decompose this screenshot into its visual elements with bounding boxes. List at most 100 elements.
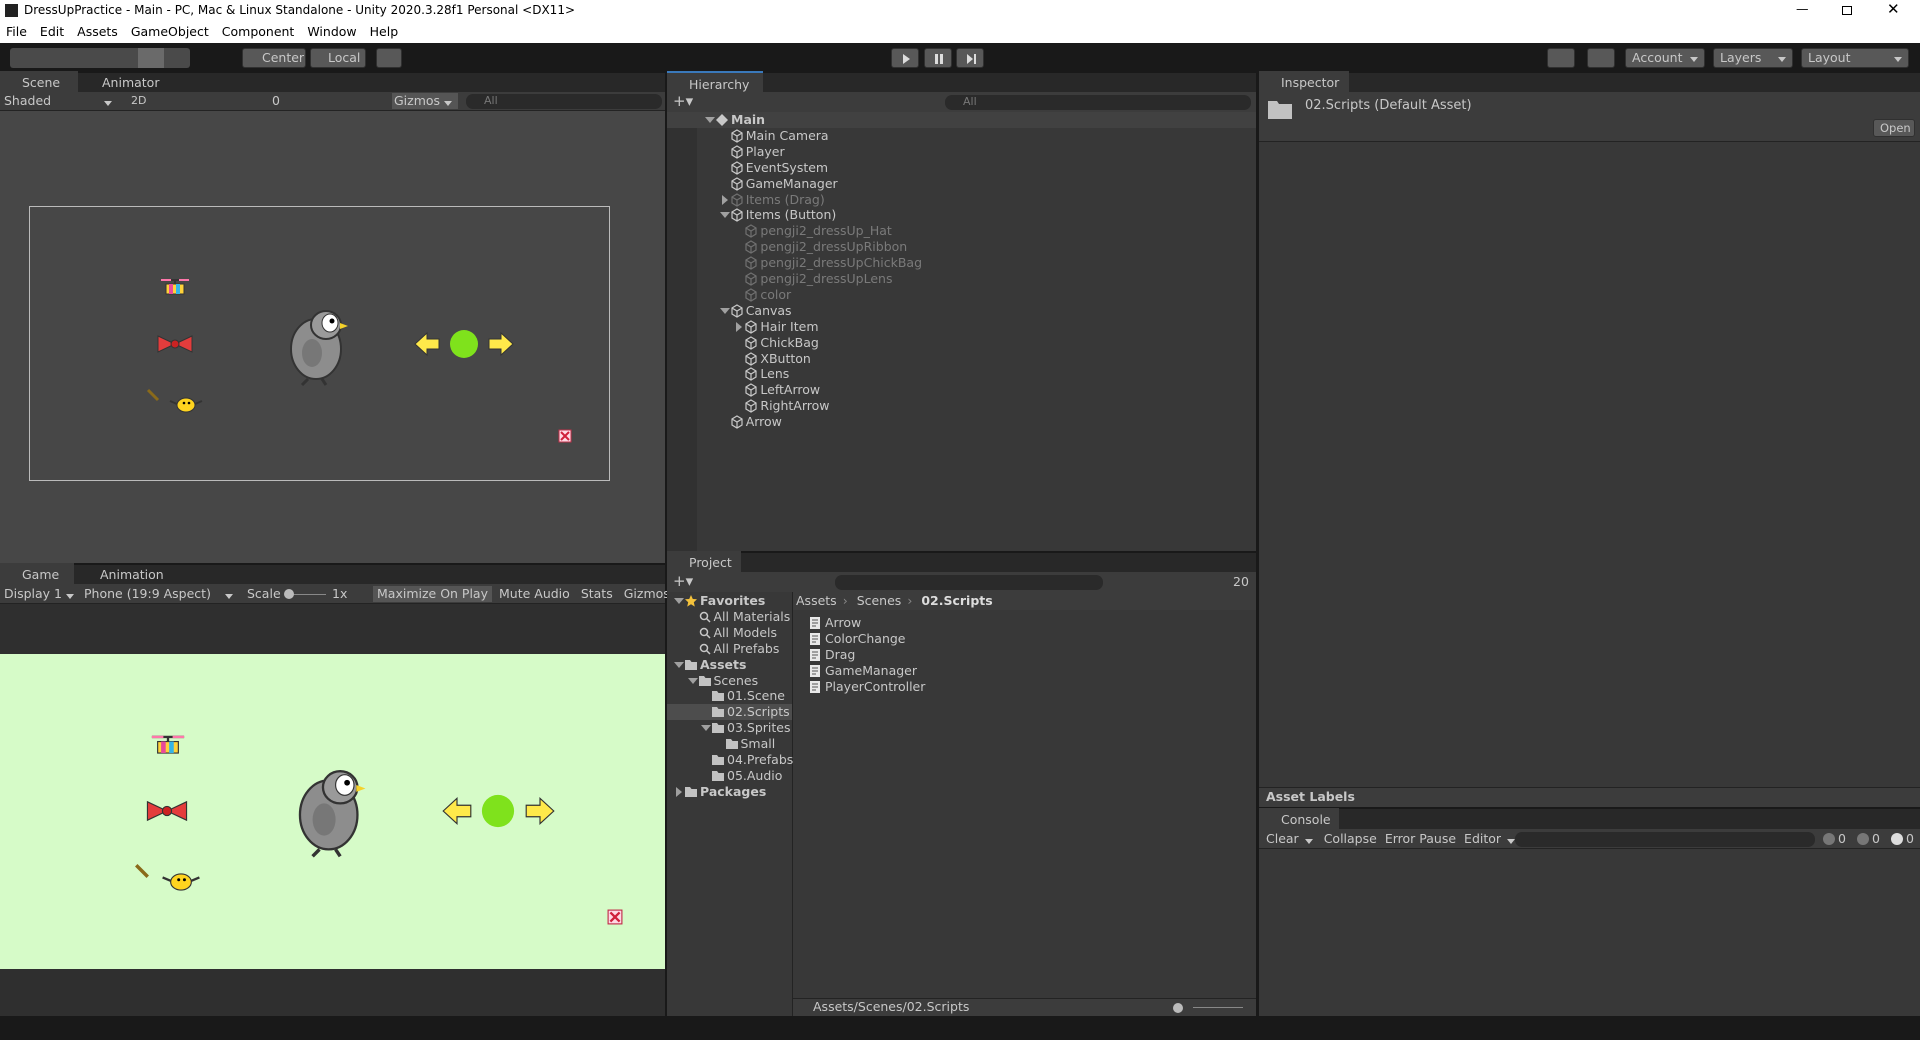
menu-item[interactable]: GameObject xyxy=(130,24,209,39)
menu-item[interactable]: File xyxy=(6,24,27,39)
animation-tab[interactable]: Animation xyxy=(100,567,164,582)
layers-dropdown[interactable]: Layers xyxy=(1713,48,1793,68)
console-button[interactable]: Error Pause xyxy=(1384,831,1457,846)
console-button[interactable]: Clear xyxy=(1263,831,1319,847)
collab-button[interactable] xyxy=(1547,48,1575,68)
game-tab[interactable]: Game xyxy=(0,563,74,586)
file-item[interactable]: PlayerController xyxy=(825,678,926,694)
size-thumb[interactable] xyxy=(1173,1003,1183,1013)
file-item[interactable]: Drag xyxy=(825,646,856,662)
project-search[interactable] xyxy=(835,575,1103,590)
animator-tab[interactable]: Animator xyxy=(102,75,160,90)
breadcrumb[interactable]: Scenes xyxy=(856,593,902,608)
file-item[interactable]: Arrow xyxy=(825,615,862,630)
tree-item[interactable]: 01.Scene xyxy=(727,688,785,704)
display-dropdown[interactable]: Display 1 xyxy=(4,586,80,602)
tree-item[interactable]: Player xyxy=(745,143,785,159)
scene-tab[interactable]: Scene xyxy=(0,71,78,94)
tree-item[interactable]: Main xyxy=(731,112,766,127)
scale-thumb[interactable] xyxy=(284,589,294,599)
rect-tool-active[interactable] xyxy=(138,48,164,68)
tree-item[interactable]: Assets xyxy=(700,656,747,672)
tree-item[interactable]: EventSystem xyxy=(745,159,829,175)
tree-item[interactable]: pengji2_dressUpLens xyxy=(760,271,893,286)
menu-item[interactable]: Help xyxy=(369,24,399,39)
menu-item[interactable]: Window xyxy=(307,24,357,39)
console-tab[interactable]: Console xyxy=(1259,808,1339,831)
tree-item[interactable]: 04.Prefabs xyxy=(727,752,794,767)
minimize[interactable]: — xyxy=(1796,1,1809,16)
menu-item[interactable]: Component xyxy=(221,24,295,39)
inspector-tab[interactable]: Inspector xyxy=(1259,71,1349,94)
tree-item[interactable]: pengji2_dressUpRibbon xyxy=(760,239,908,255)
tree-item[interactable]: XButton xyxy=(760,350,811,366)
2d-toggle[interactable]: 2D xyxy=(131,94,147,107)
create-button[interactable]: +▾ xyxy=(673,572,694,590)
tree-item[interactable]: Small xyxy=(740,736,776,752)
open-button[interactable]: Open xyxy=(1873,119,1915,137)
console-button[interactable]: Collapse xyxy=(1323,831,1377,846)
restore[interactable] xyxy=(1842,6,1852,15)
cloud-button[interactable] xyxy=(1587,48,1615,68)
tree-item[interactable]: ChickBag xyxy=(760,334,819,350)
tree-item[interactable]: Canvas xyxy=(745,302,792,318)
tree-item[interactable]: 05.Audio xyxy=(727,767,783,783)
tree-item[interactable]: 03.Sprites xyxy=(727,720,791,736)
console-search[interactable] xyxy=(1515,832,1815,847)
scene-panel: Scene Animator Shaded 2D 0 Gizmos All xyxy=(0,71,665,563)
breadcrumb[interactable]: Assets xyxy=(796,593,837,608)
account-dropdown[interactable]: Account xyxy=(1625,48,1705,68)
hierarchy-search[interactable]: All xyxy=(945,95,1251,110)
tree-item[interactable]: 02.Scripts xyxy=(727,704,790,720)
gameobject-icon xyxy=(745,224,757,238)
tree-item[interactable]: All Materials xyxy=(713,608,791,624)
tree-item[interactable]: RightArrow xyxy=(760,398,830,414)
count: 0 xyxy=(1838,831,1846,846)
tree-item[interactable]: Items (Button) xyxy=(745,207,837,223)
menu-item[interactable]: Assets xyxy=(77,24,118,39)
snap-button[interactable] xyxy=(376,48,402,68)
project-tab[interactable]: Project xyxy=(667,551,741,574)
tree-item[interactable]: Arrow xyxy=(745,414,782,430)
step-button[interactable] xyxy=(956,48,984,68)
tree-item[interactable]: Main Camera xyxy=(745,127,829,143)
console-button[interactable]: Editor xyxy=(1461,831,1521,847)
scene-search[interactable]: All xyxy=(466,94,662,109)
file-item[interactable]: ColorChange xyxy=(825,630,906,646)
gameobject-icon xyxy=(731,176,743,191)
tree-item[interactable]: All Models xyxy=(713,624,778,640)
menu-item[interactable]: Edit xyxy=(39,24,65,39)
gameobject-icon xyxy=(731,129,743,143)
aspect-dropdown[interactable]: Phone (19:9 Aspect) xyxy=(84,586,239,602)
hierarchy-tab[interactable]: Hierarchy xyxy=(667,71,763,94)
create-button[interactable]: +▾ xyxy=(673,92,694,110)
size-slider[interactable] xyxy=(1193,1007,1243,1008)
pivot-button[interactable]: Center xyxy=(242,48,306,68)
draw-mode[interactable]: Shaded xyxy=(4,93,118,109)
toolbar-toggle[interactable]: Maximize On Play xyxy=(373,586,492,602)
tree-item[interactable]: Items (Drag) xyxy=(745,191,825,207)
tree-item[interactable]: Favorites xyxy=(700,593,766,608)
play-button[interactable] xyxy=(891,48,919,68)
tree-item[interactable]: Hair Item xyxy=(760,318,819,334)
layout-dropdown[interactable]: Layout xyxy=(1801,48,1909,68)
tree-item[interactable]: Lens xyxy=(760,366,790,382)
pause-button[interactable] xyxy=(924,48,952,68)
tree-item[interactable]: pengji2_dressUpChickBag xyxy=(760,255,923,271)
gizmos-dropdown[interactable]: Gizmos xyxy=(392,93,458,109)
toolbar-toggle[interactable]: Mute Audio xyxy=(499,586,570,601)
breadcrumb[interactable]: 02.Scripts xyxy=(921,593,993,608)
tree-item[interactable]: Scenes xyxy=(713,672,759,688)
file-item[interactable]: GameManager xyxy=(825,662,918,678)
tree-item[interactable]: LeftArrow xyxy=(760,382,821,398)
tree-item[interactable]: Packages xyxy=(700,783,767,799)
tree-item[interactable]: color xyxy=(760,286,792,302)
tree-item[interactable]: pengji2_dressUp_Hat xyxy=(760,223,892,239)
space-button[interactable]: Local xyxy=(310,48,366,68)
scale-slider[interactable] xyxy=(286,594,326,595)
toolbar-toggle[interactable]: Stats xyxy=(580,586,613,601)
tree-item[interactable]: All Prefabs xyxy=(713,640,780,656)
tree-item[interactable]: GameManager xyxy=(745,175,838,191)
space-label: Local xyxy=(328,50,361,65)
close[interactable]: ✕ xyxy=(1887,0,1900,18)
